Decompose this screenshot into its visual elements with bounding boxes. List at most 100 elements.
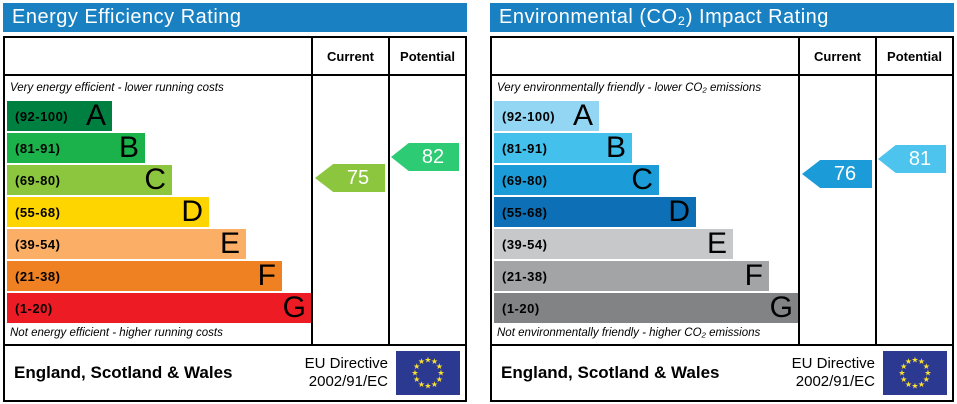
band-a: (92-100) A <box>494 101 599 131</box>
bottom-caption: Not environmentally friendly - higher CO… <box>497 327 761 339</box>
eu-star-icon: ★ <box>918 357 925 366</box>
eu-star-icon: ★ <box>911 382 918 391</box>
eu-directive-label: EU Directive 2002/91/EC <box>792 355 875 391</box>
eu-flag-field <box>883 351 947 395</box>
eu-directive-line2: 2002/91/EC <box>795 373 875 390</box>
eu-flag-icon: ★ ★★★★★★★★★★★ <box>883 351 947 395</box>
band-d: (55-68) D <box>7 197 209 227</box>
eu-flag-field <box>396 351 460 395</box>
band-c: (69-80) C <box>494 165 659 195</box>
eu-directive-line1: EU Directive <box>791 355 875 372</box>
panel-title: Energy Efficiency Rating <box>12 6 242 28</box>
current-column-divider <box>798 76 800 344</box>
potential-column-divider <box>388 76 390 344</box>
eu-directive-line1: EU Directive <box>304 355 388 372</box>
band-f: (21-38) F <box>494 261 769 291</box>
band-d: (55-68) D <box>494 197 696 227</box>
eu-star-icon: ★ <box>424 382 431 391</box>
band-letter: G <box>282 291 306 324</box>
eu-star-icon: ★ <box>411 369 418 378</box>
band-range-label: (92-100) <box>502 108 556 124</box>
eu-star-icon: ★ <box>418 357 425 366</box>
table-header-row: Current Potential <box>492 38 952 76</box>
eu-flag-icon: ★ ★★★★★★★★★★★ <box>396 351 460 395</box>
eu-star-icon: ★ <box>900 375 907 384</box>
band-letter: A <box>85 99 106 132</box>
band-letter: F <box>744 259 763 292</box>
band-range-label: (39-54) <box>15 236 61 252</box>
region-label: England, Scotland & Wales <box>501 363 720 382</box>
current-rating-arrow: 75 <box>315 164 385 192</box>
table-footer-row: England, Scotland & Wales EU Directive 2… <box>5 344 465 400</box>
rating-bands: (92-100) A (81-91) B (69-80) C (55-68) D (39-54)… <box>494 101 799 325</box>
band-e: (39-54) E <box>494 229 733 259</box>
eu-star-icon: ★ <box>431 380 438 389</box>
band-letter: D <box>668 195 690 228</box>
rating-scale-area: Very energy efficient - lower running co… <box>5 76 465 344</box>
current-rating-value: 76 <box>833 162 857 185</box>
band-letter: B <box>605 131 626 164</box>
eu-star-icon: ★ <box>418 380 425 389</box>
top-caption: Very environmentally friendly - lower CO… <box>497 82 762 94</box>
band-range-label: (81-91) <box>502 140 548 156</box>
panel-title-bar: Environmental (CO₂) Impact Rating <box>490 3 954 32</box>
band-g: (1-20) G <box>7 293 312 323</box>
band-range-label: (55-68) <box>502 204 548 220</box>
eu-star-icon: ★ <box>923 375 930 384</box>
eu-star-icon: ★ <box>923 362 930 371</box>
eu-star-icon: ★ <box>431 357 438 366</box>
band-letter: A <box>572 99 593 132</box>
band-range-label: (69-80) <box>502 172 548 188</box>
band-b: (81-91) B <box>494 133 632 163</box>
environmental-impact-panel: Environmental (CO₂) Impact Rating Curren… <box>490 3 954 402</box>
rating-scale-area: Very environmentally friendly - lower CO… <box>492 76 952 344</box>
eu-star-icon: ★ <box>905 380 912 389</box>
region-label: England, Scotland & Wales <box>14 363 233 382</box>
eu-star-icon: ★ <box>424 356 431 365</box>
eu-directive-line2: 2002/91/EC <box>308 373 388 390</box>
band-letter: C <box>631 163 653 196</box>
eu-star-icon: ★ <box>911 356 918 365</box>
band-g: (1-20) G <box>494 293 799 323</box>
eu-star-icon: ★ <box>918 380 925 389</box>
band-letter: E <box>706 227 727 260</box>
top-caption: Very energy efficient - lower running co… <box>10 82 224 94</box>
rating-bands: (92-100) A (81-91) B (69-80) C (55-68) D (39-54)… <box>7 101 312 325</box>
band-range-label: (1-20) <box>15 300 53 316</box>
rating-table: Current Potential Very energy efficient … <box>3 36 467 402</box>
band-letter: D <box>181 195 203 228</box>
eu-star-icon: ★ <box>437 369 444 378</box>
band-range-label: (21-38) <box>15 268 61 284</box>
scale-header-cell <box>492 38 798 74</box>
eu-star-icon: ★ <box>436 362 443 371</box>
eu-star-icon: ★ <box>436 375 443 384</box>
eu-directive-label: EU Directive 2002/91/EC <box>305 355 388 391</box>
current-column-header: Current <box>311 38 388 74</box>
band-a: (92-100) A <box>7 101 112 131</box>
table-footer-row: England, Scotland & Wales EU Directive 2… <box>492 344 952 400</box>
panel-title: Environmental (CO₂) Impact Rating <box>499 6 829 28</box>
band-letter: B <box>118 131 139 164</box>
band-letter: F <box>257 259 276 292</box>
table-header-row: Current Potential <box>5 38 465 76</box>
band-letter: E <box>219 227 240 260</box>
potential-rating-arrow: 81 <box>878 145 946 173</box>
panel-title-bar: Energy Efficiency Rating <box>3 3 467 32</box>
potential-rating-value: 82 <box>421 145 445 168</box>
band-letter: C <box>144 163 166 196</box>
band-f: (21-38) F <box>7 261 282 291</box>
band-e: (39-54) E <box>7 229 246 259</box>
eu-star-icon: ★ <box>924 369 931 378</box>
band-range-label: (81-91) <box>15 140 61 156</box>
band-range-label: (1-20) <box>502 300 540 316</box>
band-c: (69-80) C <box>7 165 172 195</box>
potential-rating-arrow: 82 <box>391 143 459 171</box>
band-range-label: (55-68) <box>15 204 61 220</box>
potential-rating-value: 81 <box>908 147 932 170</box>
scale-header-cell <box>5 38 311 74</box>
potential-column-header: Potential <box>875 38 952 74</box>
eu-star-icon: ★ <box>413 375 420 384</box>
eu-star-icon: ★ <box>413 362 420 371</box>
band-range-label: (39-54) <box>502 236 548 252</box>
